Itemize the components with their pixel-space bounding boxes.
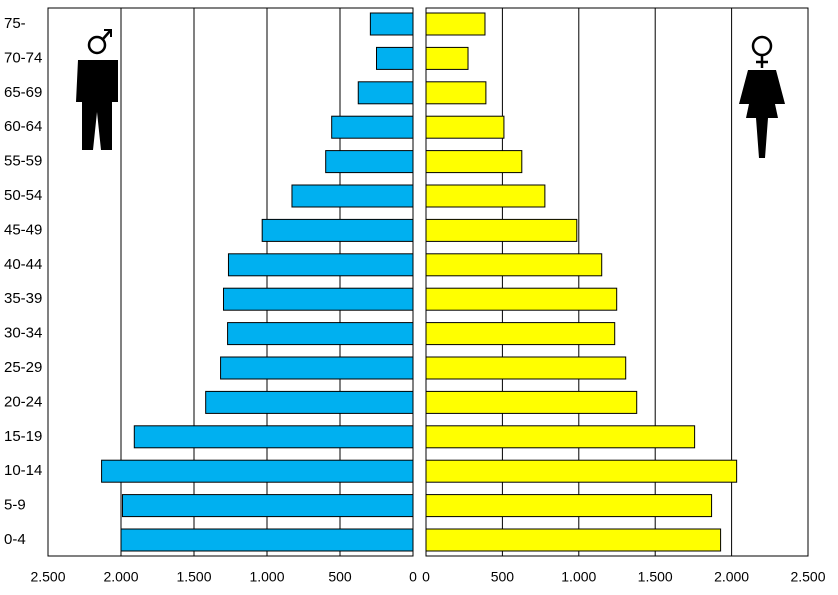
bar xyxy=(261,218,414,242)
bar xyxy=(220,356,414,380)
category-label: 65-69 xyxy=(4,84,42,101)
bar xyxy=(325,150,414,174)
x-tick-label: 0 xyxy=(409,569,417,585)
bar xyxy=(425,218,578,242)
bar xyxy=(121,494,414,518)
x-tick-label: 1.500 xyxy=(176,569,211,585)
bar xyxy=(425,184,546,208)
category-label: 0-4 xyxy=(4,531,26,548)
category-label: 45-49 xyxy=(4,221,42,238)
category-label: 30-34 xyxy=(4,325,42,342)
category-label: 15-19 xyxy=(4,428,42,445)
x-tick-label: 1.000 xyxy=(561,569,596,585)
bar xyxy=(425,150,523,174)
x-tick-label: 2.000 xyxy=(714,569,749,585)
female-icon xyxy=(739,35,785,158)
bar xyxy=(425,12,486,36)
category-label: 35-39 xyxy=(4,290,42,307)
bar xyxy=(227,322,414,346)
category-label: 20-24 xyxy=(4,393,42,410)
bar xyxy=(331,115,414,139)
plot-frame xyxy=(47,7,414,557)
male-icon xyxy=(76,29,118,150)
bar xyxy=(425,253,603,277)
bar xyxy=(227,253,414,277)
bar xyxy=(425,115,505,139)
bar xyxy=(101,459,414,483)
plot-frame xyxy=(425,7,809,557)
x-tick-label: 2.000 xyxy=(103,569,138,585)
category-label: 5-9 xyxy=(4,497,26,514)
category-label: 40-44 xyxy=(4,256,42,273)
category-label: 50-54 xyxy=(4,187,42,204)
bar xyxy=(425,322,616,346)
category-label: 60-64 xyxy=(4,118,42,135)
bar xyxy=(369,12,414,36)
bar xyxy=(291,184,414,208)
category-label: 25-29 xyxy=(4,359,42,376)
bar xyxy=(425,46,469,70)
x-tick-label: 2.500 xyxy=(30,569,65,585)
bar xyxy=(425,528,722,552)
bar xyxy=(222,287,414,311)
bar xyxy=(425,425,696,449)
x-tick-label: 0 xyxy=(422,569,430,585)
bar xyxy=(120,528,414,552)
category-label: 55-59 xyxy=(4,153,42,170)
x-tick-label: 500 xyxy=(328,569,352,585)
category-labels: 0-4 5-9 10-14 15-19 20-24 25-29 30-34 35-39 40-4… xyxy=(4,15,42,548)
bar xyxy=(425,494,713,518)
x-tick-label: 2.500 xyxy=(790,569,825,585)
bar xyxy=(205,390,414,414)
bar xyxy=(133,425,414,449)
category-label: 75- xyxy=(4,15,26,32)
bar xyxy=(357,81,414,105)
category-label: 70-74 xyxy=(4,49,42,66)
category-label: 10-14 xyxy=(4,462,42,479)
bar xyxy=(425,390,638,414)
bar xyxy=(425,287,618,311)
bar xyxy=(425,356,627,380)
x-tick-label: 1.500 xyxy=(638,569,673,585)
bar xyxy=(425,81,487,105)
x-tick-label: 500 xyxy=(491,569,515,585)
bar xyxy=(376,46,414,70)
bar xyxy=(425,459,738,483)
x-tick-label: 1.000 xyxy=(249,569,284,585)
